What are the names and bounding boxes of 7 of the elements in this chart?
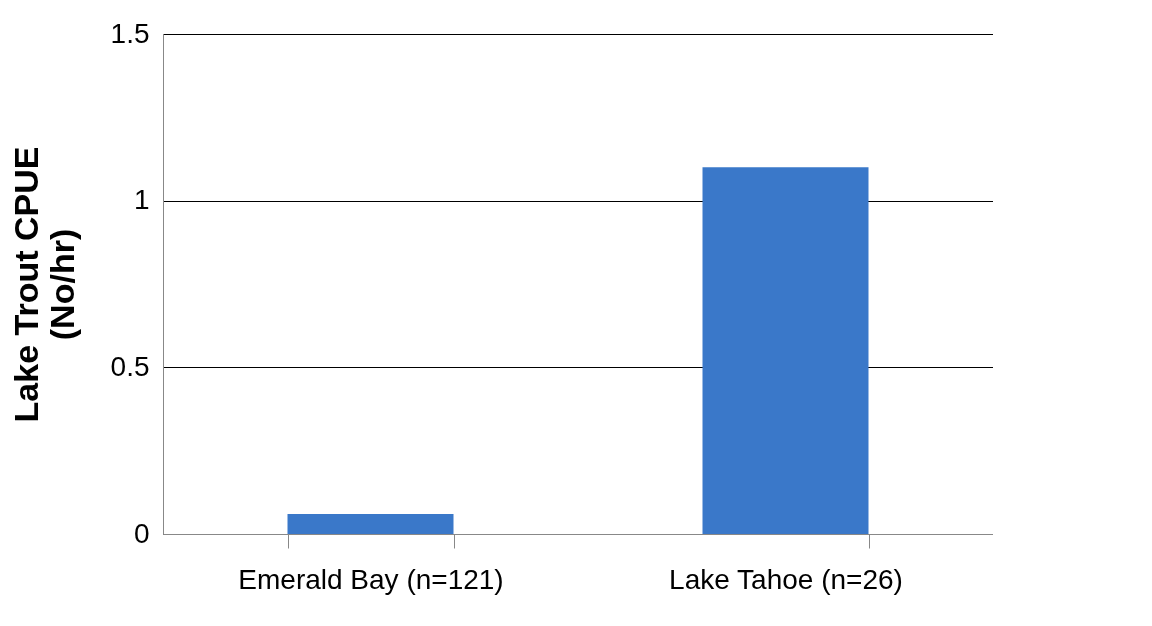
y-tick-label: 0	[133, 517, 150, 549]
y-axis-title: Lake Trout CPUE (No/hr)	[6, 146, 81, 423]
y-tick-label: 1.5	[110, 17, 150, 49]
y-tick-label: 1	[133, 184, 150, 216]
y-tick-label: 0.5	[110, 350, 150, 382]
x-tick-label: Lake Tahoe (n=26)	[669, 563, 903, 595]
x-tick-label: Emerald Bay (n=121)	[238, 563, 504, 595]
